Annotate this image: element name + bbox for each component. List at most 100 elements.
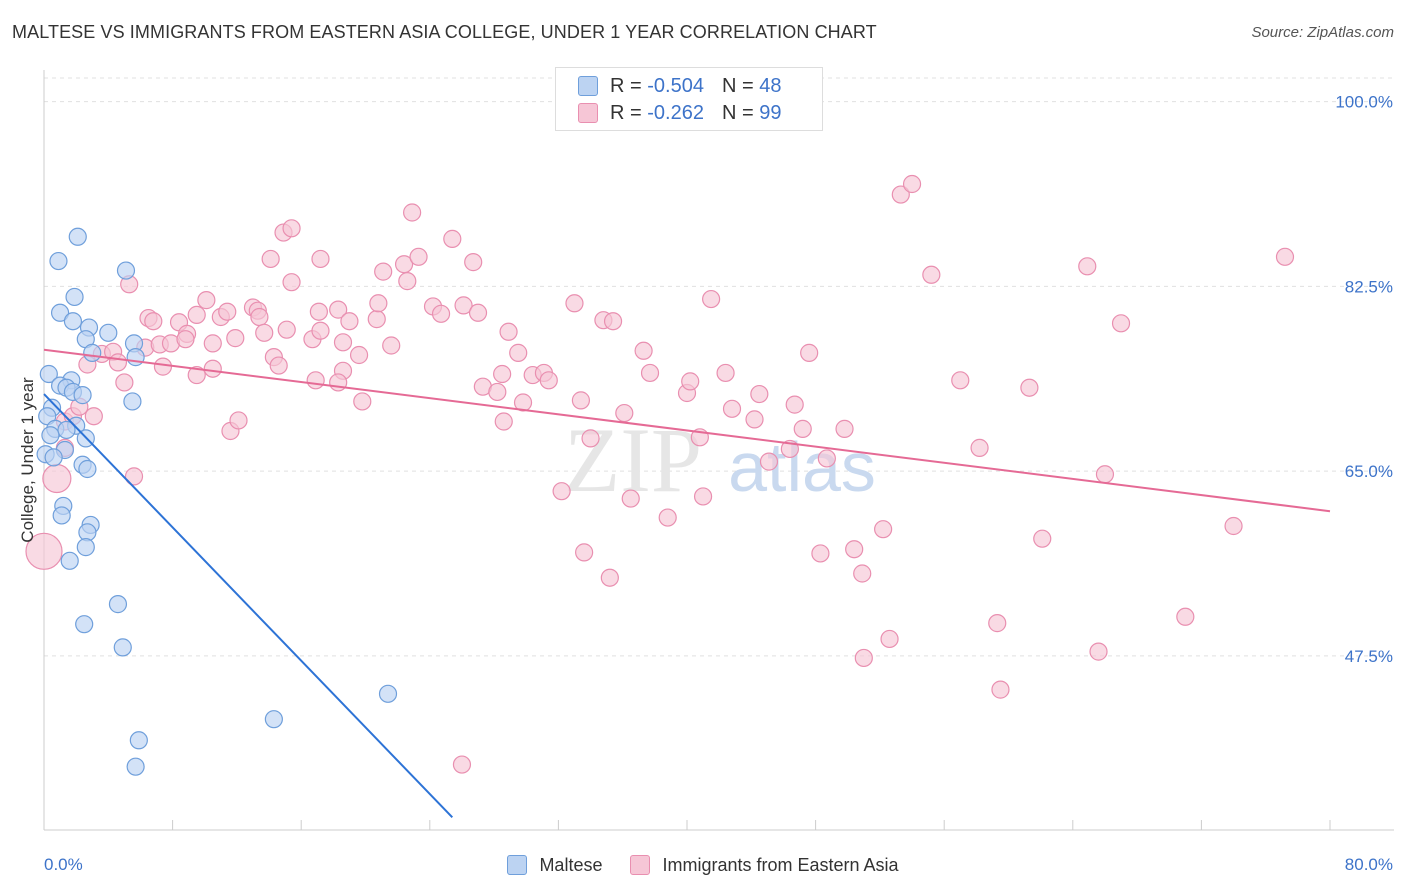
maltese-point [68, 227, 87, 246]
eastern-asia-point [282, 273, 301, 292]
eastern-asia-point [282, 219, 301, 238]
maltese-point [83, 343, 102, 362]
eastern-asia-point [197, 291, 216, 310]
eastern-asia-point [311, 249, 330, 269]
eastern-asia-point [203, 334, 222, 353]
eastern-asia-point [539, 371, 558, 390]
y-tick-label: 100.0% [1335, 93, 1393, 112]
source-credit: Source: ZipAtlas.com [1251, 24, 1394, 41]
r-label: R = [610, 101, 642, 124]
n-label: N = [721, 101, 754, 124]
eastern-asia-point [203, 359, 222, 378]
eastern-asia-point [1020, 378, 1039, 397]
y-tick-label: 47.5% [1345, 647, 1393, 666]
correlation-legend: R = -0.504 N = 48 R = -0.262 N = 99 [555, 67, 823, 131]
legend-item-eastern-asia[interactable]: Immigrants from Eastern Asia [630, 854, 899, 876]
legend-item-maltese[interactable]: Maltese [507, 855, 602, 876]
eastern-asia-point [153, 357, 173, 376]
eastern-asia-point [277, 320, 296, 339]
eastern-asia-point [759, 452, 779, 471]
eastern-asia-point [1111, 314, 1131, 333]
chart-title: MALTESE VS IMMIGRANTS FROM EASTERN ASIA … [12, 22, 877, 42]
eastern-asia-point [115, 373, 134, 392]
eastern-asia-point [250, 307, 269, 327]
eastern-asia-point [398, 272, 417, 291]
eastern-asia-point [970, 438, 989, 457]
legend-label-maltese: Maltese [539, 854, 603, 875]
eastern-asia-point [25, 532, 63, 570]
r-value-maltese: -0.504 [647, 74, 704, 97]
eastern-asia-point [329, 300, 348, 319]
eastern-asia-point [494, 412, 513, 431]
maltese-point [65, 287, 84, 307]
eastern-asia-point [255, 323, 274, 342]
maltese-point [41, 426, 60, 445]
eastern-asia-point [1033, 529, 1052, 548]
eastern-asia-point [513, 393, 533, 412]
r-label: R = [610, 74, 642, 97]
eastern-asia-point [991, 680, 1010, 699]
eastern-asia-point [374, 262, 393, 281]
eastern-asia-point [218, 302, 237, 321]
eastern-asia-point [722, 399, 742, 418]
y-tick-label: 65.0% [1345, 462, 1393, 481]
maltese-point [78, 459, 97, 479]
maltese-point [129, 731, 148, 750]
maltese-point [44, 448, 63, 467]
series-eastern-asia-points [25, 174, 1295, 774]
eastern-asia-point [658, 508, 677, 527]
eastern-asia-point [793, 419, 812, 438]
maltese-point [73, 386, 92, 405]
eastern-asia-point [552, 482, 571, 501]
eastern-asia-point [1224, 516, 1243, 536]
maltese-point [378, 684, 398, 703]
eastern-asia-point [1095, 465, 1115, 484]
eastern-asia-point [464, 253, 483, 272]
eastern-asia-point [615, 403, 634, 423]
eastern-asia-point [565, 294, 584, 313]
eastern-asia-point [311, 321, 330, 340]
eastern-asia-point [817, 449, 836, 468]
eastern-asia-point [785, 395, 804, 414]
maltese-point [63, 312, 83, 331]
eastern-asia-point [309, 302, 328, 321]
eastern-asia-point [124, 467, 144, 486]
eastern-asia-point [1176, 607, 1195, 626]
eastern-asia-point [229, 411, 248, 430]
eastern-asia-point [353, 392, 372, 411]
eastern-asia-point [452, 755, 472, 774]
eastern-asia-point [880, 629, 899, 649]
eastern-asia-point [634, 341, 653, 360]
eastern-asia-point [702, 289, 721, 309]
eastern-asia-point [144, 312, 163, 331]
eastern-asia-point [988, 614, 1007, 633]
eastern-asia-point [1078, 257, 1097, 276]
eastern-asia-point [226, 329, 245, 348]
maltese-point [126, 757, 145, 776]
maltese-point [39, 364, 58, 384]
eastern-asia-point [431, 304, 451, 323]
eastern-asia-point [454, 296, 473, 315]
n-label: N = [721, 74, 754, 97]
legend-swatch-maltese [507, 855, 528, 875]
eastern-asia-point [603, 312, 623, 331]
legend-swatch-maltese [578, 76, 598, 96]
eastern-asia-point [845, 540, 864, 559]
eastern-asia-point [176, 330, 195, 349]
eastern-asia-point [951, 371, 970, 390]
legend-label-eastern-asia: Immigrants from Eastern Asia [662, 854, 899, 875]
eastern-asia-point [340, 312, 359, 331]
eastern-asia-point [922, 265, 941, 284]
eastern-asia-point [811, 544, 830, 563]
eastern-asia-point [333, 333, 353, 352]
eastern-asia-point [800, 343, 819, 362]
eastern-asia-point [693, 487, 713, 506]
maltese-point [113, 638, 132, 657]
legend-swatch-eastern-asia [630, 855, 651, 875]
n-value-eastern-asia: 99 [759, 101, 782, 124]
maltese-point [60, 551, 79, 570]
maltese-point [76, 538, 95, 557]
eastern-asia-point [382, 336, 401, 355]
maltese-point [264, 710, 283, 729]
eastern-asia-point [681, 372, 700, 391]
